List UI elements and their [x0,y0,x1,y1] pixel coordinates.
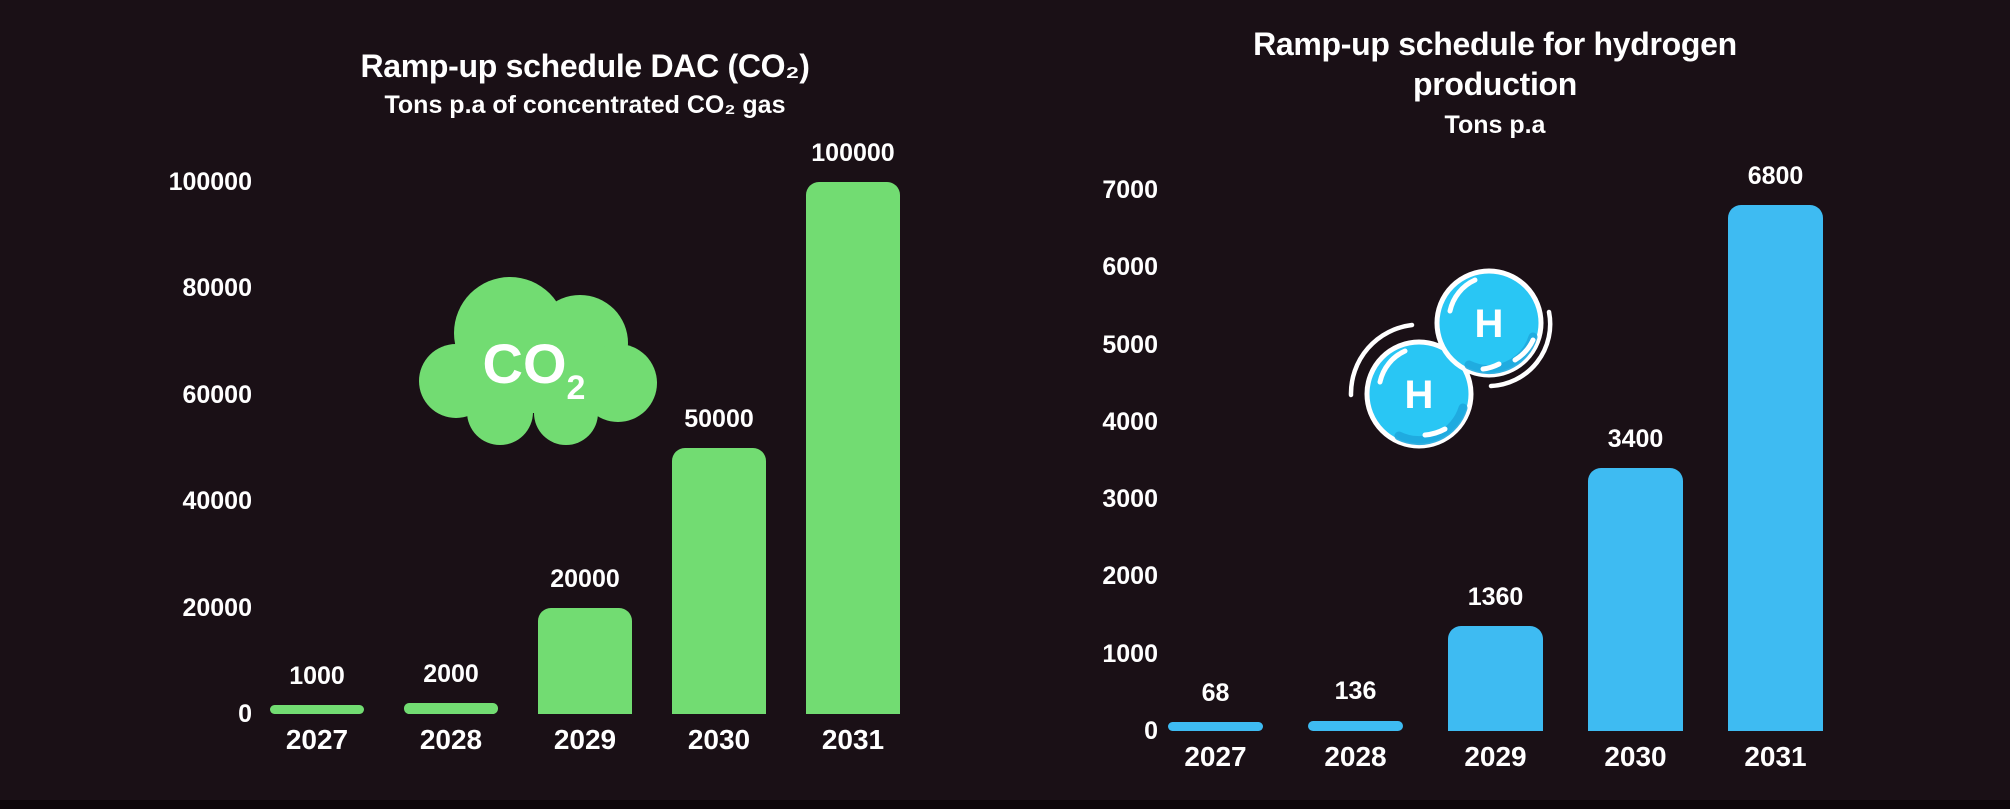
bar-value-label: 1360 [1467,582,1524,611]
x-axis-label: 2027 [285,724,349,755]
bar-2031 [1728,205,1823,731]
bar-2031 [806,182,900,714]
atom-circles [1364,268,1544,449]
x-axis-label: 2028 [1324,741,1387,772]
bar-value-label: 3400 [1607,425,1664,454]
atom-highlights [1377,277,1536,438]
h2-molecule-icon: H H [1348,268,1553,449]
orbit-arcs [1348,309,1553,398]
y-tick-label: 2000 [1102,562,1158,591]
x-axis-label: 2031 [1744,741,1807,772]
bar-2027 [1168,722,1263,731]
co2-cloud-label: CO2 [483,332,586,407]
plot-area-hydrogen: 0 1000 2000 3000 4000 5000 6000 7000 68 2027 136 20… [1102,162,1823,772]
y-tick-label: 0 [1144,717,1158,745]
bar-2030 [672,448,766,714]
bar-2028 [404,703,498,714]
chart-dac-co2: Ramp-up schedule DAC (CO₂) Tons p.a of c… [169,48,900,755]
chart-title: Ramp-up schedule DAC (CO₂) [360,48,810,84]
y-tick-label: 20000 [182,593,252,622]
y-tick-label: 3000 [1102,485,1158,514]
y-tick-label: 7000 [1102,176,1158,204]
chart-subtitle: Tons p.a of concentrated CO₂ gas [384,91,786,119]
bar-2029 [538,607,632,714]
bar-value-label: 136 [1334,677,1377,706]
bar-value-label: 50000 [684,405,754,433]
y-tick-label: 80000 [182,274,252,303]
y-tick-label: 4000 [1102,407,1158,436]
y-tick-label: 6000 [1102,253,1158,282]
cloud-shape [419,277,657,445]
bar-value-label: 100000 [811,139,895,167]
chart-subtitle: Tons p.a [1444,111,1546,139]
bar-2028 [1308,720,1403,731]
bar-value-label: 20000 [550,564,620,593]
x-axis-label: 2031 [821,724,885,755]
atom-label-1: H [1405,373,1434,417]
chart-hydrogen: Ramp-up schedule for hydrogen production… [1005,0,2010,809]
y-tick-label: 60000 [182,380,252,409]
bar-value-label: 2000 [423,660,479,689]
y-tick-label: 40000 [182,487,252,516]
bar-value-label: 1000 [289,662,345,690]
co2-cloud-icon: CO2 [419,277,657,445]
bar-2029 [1448,625,1543,731]
bar-2027 [270,705,364,714]
x-axis-label: 2029 [1464,741,1527,772]
atom-label-2: H [1475,302,1504,346]
y-tick-label: 0 [238,700,252,728]
y-tick-label: 5000 [1102,330,1158,359]
x-axis-label: 2029 [553,724,617,755]
bar-value-label: 68 [1201,679,1230,707]
plot-area-dac: 0 20000 40000 60000 80000 100000 1000 2027 2000 2… [169,139,900,755]
x-axis-label: 2027 [1184,741,1247,772]
x-axis-label: 2028 [419,724,483,755]
bottom-strip [0,800,2010,809]
y-tick-label: 100000 [168,168,252,196]
x-axis-label: 2030 [687,724,751,755]
chart-title: Ramp-up schedule for hydrogen production [1253,26,1737,102]
x-axis-label: 2030 [1604,741,1667,772]
y-tick-label: 1000 [1102,639,1158,668]
bar-value-label: 6800 [1747,162,1804,191]
bar-2030 [1588,468,1683,731]
